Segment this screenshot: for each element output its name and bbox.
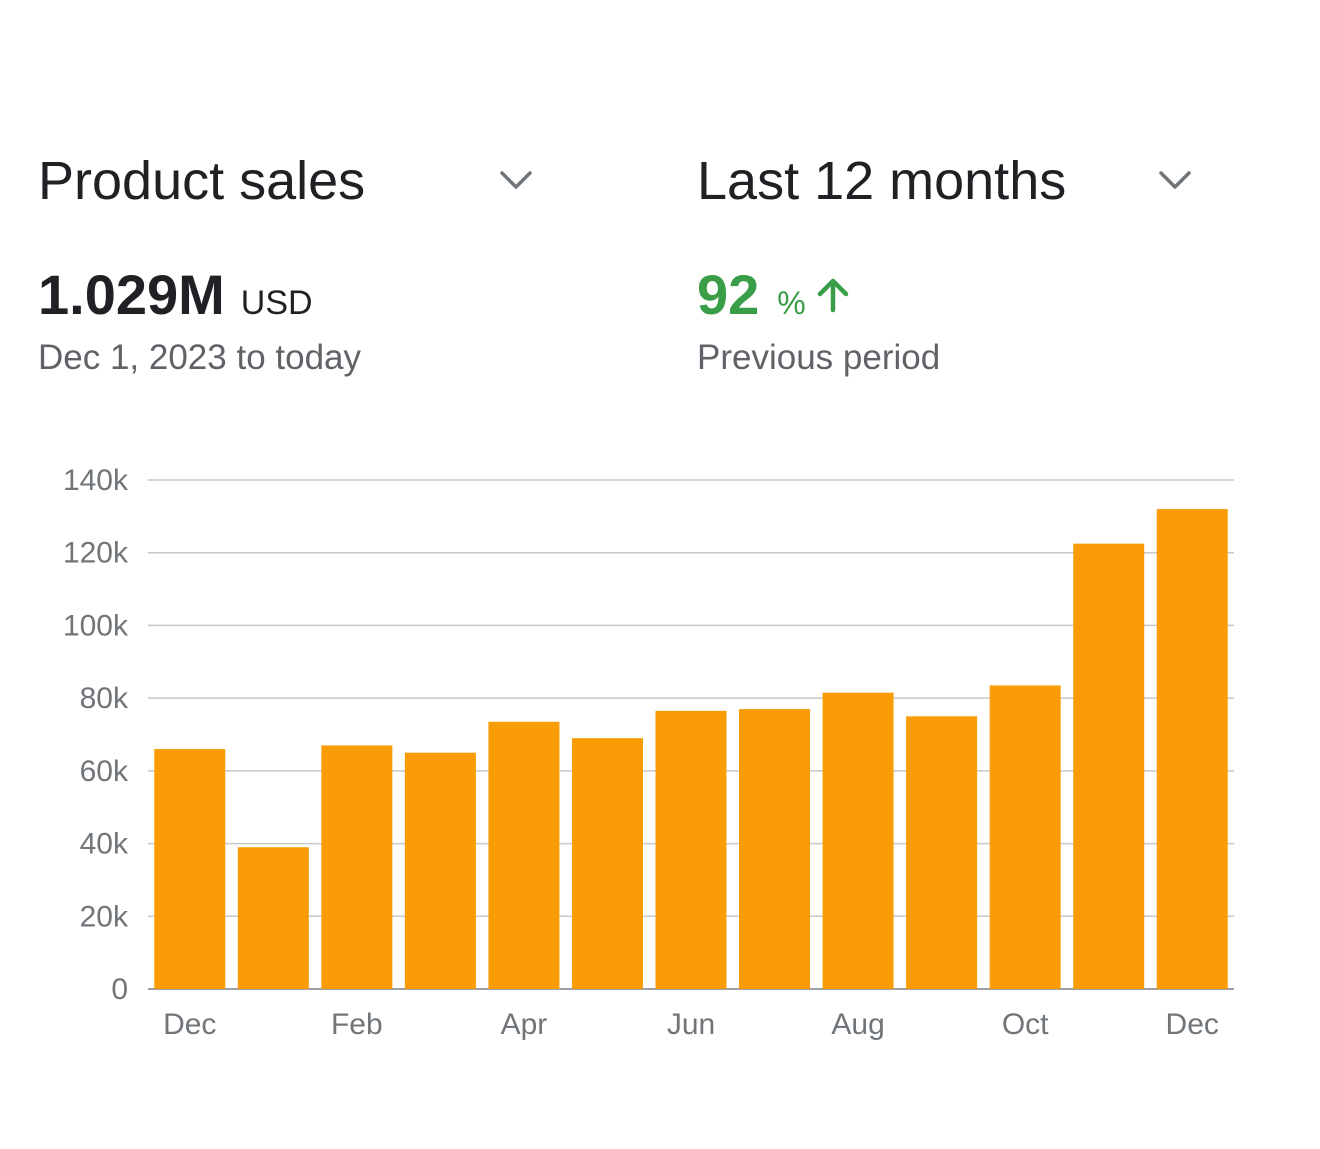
total-sales-value: 1.029M USD <box>38 262 313 328</box>
comparison-caption: Previous period <box>697 338 941 377</box>
bar-jun-6[interactable] <box>655 710 727 989</box>
bar-dec-0[interactable] <box>154 749 226 989</box>
change-value: 92 % <box>697 262 852 328</box>
y-tick-label: 20k <box>80 900 129 933</box>
x-tick-label: Oct <box>1002 1008 1049 1041</box>
x-tick-label: Apr <box>501 1008 548 1041</box>
y-tick-label: 60k <box>80 755 129 788</box>
period-selector[interactable]: Last 12 months <box>697 146 1197 216</box>
date-range-caption: Dec 1, 2023 to today <box>38 338 361 377</box>
bar-nov-11[interactable] <box>1073 543 1145 989</box>
metric-selector[interactable]: Product sales <box>38 146 538 216</box>
bar-may-5[interactable] <box>571 738 643 989</box>
period-selector-label: Last 12 months <box>697 151 1067 211</box>
change-number: 92 <box>697 263 760 326</box>
y-tick-label: 40k <box>80 828 129 861</box>
x-tick-label: Dec <box>163 1008 216 1041</box>
arrow-up-icon <box>817 278 848 313</box>
x-tick-label: Feb <box>331 1008 383 1041</box>
bar-jul-7[interactable] <box>739 709 811 989</box>
x-tick-label: Jun <box>667 1008 715 1041</box>
y-tick-label: 140k <box>63 464 129 497</box>
bar-oct-10[interactable] <box>989 685 1061 989</box>
y-tick-label: 0 <box>111 973 128 1006</box>
bar-dec-12[interactable] <box>1156 509 1228 989</box>
total-sales-unit: USD <box>240 284 313 322</box>
change-unit: % <box>777 285 806 321</box>
chevron-down-icon <box>1159 171 1191 189</box>
bar-apr-4[interactable] <box>488 721 560 989</box>
total-sales-number: 1.029M <box>38 263 225 326</box>
y-tick-label: 120k <box>63 537 129 570</box>
chart-bars <box>154 509 1228 989</box>
bar-aug-8[interactable] <box>822 692 894 989</box>
x-tick-label: Aug <box>831 1008 884 1041</box>
bar-feb-2[interactable] <box>321 745 393 989</box>
chart-x-axis: Dec Feb Apr Jun Aug Oct Dec <box>163 1008 1219 1041</box>
x-tick-label: Dec <box>1166 1008 1219 1041</box>
chart-y-axis: 0 20k 40k 60k 80k 100k 120k 140k <box>63 464 129 1006</box>
bar-jan-1[interactable] <box>237 847 309 989</box>
metric-selector-label: Product sales <box>38 151 366 211</box>
y-tick-label: 80k <box>80 682 129 715</box>
y-tick-label: 100k <box>63 609 129 642</box>
chevron-down-icon <box>500 171 532 189</box>
bar-mar-3[interactable] <box>404 752 476 989</box>
bar-sep-9[interactable] <box>906 716 978 989</box>
sales-bar-chart: 0 20k 40k 60k 80k 100k 120k 140k Dec Feb Apr Jun Au… <box>63 464 1234 1041</box>
